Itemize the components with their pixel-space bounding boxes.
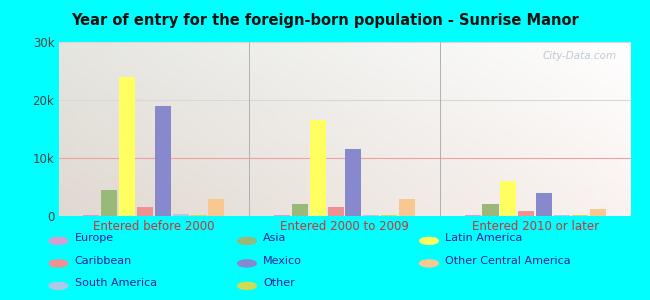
Bar [518,211,534,216]
Text: Year of entry for the foreign-born population - Sunrise Manor: Year of entry for the foreign-born popul… [71,14,579,28]
Text: Asia: Asia [263,233,287,243]
Bar [572,215,588,216]
Bar [101,190,117,216]
Text: Latin America: Latin America [445,233,523,243]
Bar [328,207,344,216]
Bar [83,215,99,216]
Text: City-Data.com: City-Data.com [542,51,616,61]
Bar [345,149,361,216]
Text: Other: Other [263,278,295,288]
Bar [554,215,570,216]
Text: Europe: Europe [75,233,114,243]
Bar [381,215,397,216]
Bar [465,215,480,216]
Bar [590,209,606,216]
Bar [209,199,224,216]
Bar [173,214,188,216]
Bar [274,215,290,216]
Bar [536,193,552,216]
Text: Mexico: Mexico [263,256,302,266]
Bar [500,181,516,216]
Bar [119,77,135,216]
Bar [137,207,153,216]
Bar [155,106,171,216]
Text: South America: South America [75,278,157,288]
Text: Other Central America: Other Central America [445,256,571,266]
Bar [482,204,499,216]
Bar [190,214,207,216]
Bar [399,199,415,216]
Text: Caribbean: Caribbean [75,256,132,266]
Bar [309,120,326,216]
Bar [292,204,308,216]
Bar [363,215,380,216]
